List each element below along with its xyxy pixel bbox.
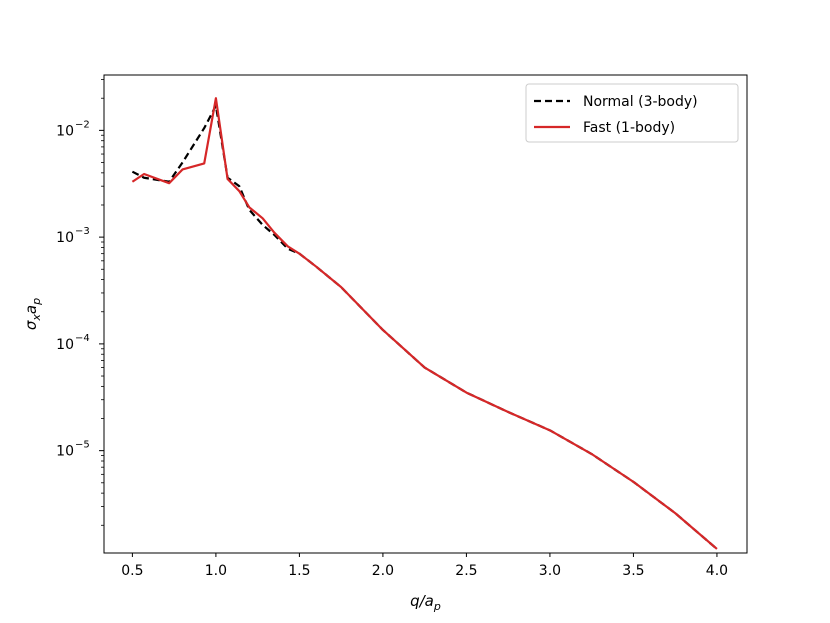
y-tick-label: 10 xyxy=(56,230,74,246)
x-tick-label: 4.0 xyxy=(706,563,728,579)
series-line-fast xyxy=(131,97,718,550)
y-tick-label-exponent: −3 xyxy=(75,226,90,237)
y-tick-label: 10 xyxy=(56,123,74,139)
y-tick-label-exponent: −5 xyxy=(75,440,90,451)
y-tick-label-exponent: −4 xyxy=(75,333,90,344)
x-tick-label: 3.0 xyxy=(539,563,561,579)
y-axis-label: σxap xyxy=(22,298,43,330)
axis-ticks: 0.5 1.0 1.5 2.0 2.5 3.0 3.5 4.010−510−410−310−2 xyxy=(56,79,728,579)
series-layer xyxy=(131,97,718,550)
x-tick-label: 3.5 xyxy=(622,563,644,579)
legend-box xyxy=(525,83,739,143)
legend-entry-label: Normal (3-body) xyxy=(583,94,698,110)
y-tick-label-exponent: −2 xyxy=(75,119,90,130)
y-tick-label: 10 xyxy=(56,444,74,460)
x-tick-label: 1.0 xyxy=(205,563,227,579)
x-axis-label: q/ap xyxy=(410,592,441,613)
axes-frame xyxy=(103,74,748,554)
x-tick-label: 1.5 xyxy=(288,563,310,579)
legend-entry-label: Fast (1-body) xyxy=(583,120,675,136)
legend: Normal (3-body) Fast (1-body) xyxy=(525,83,739,143)
series-line-normal xyxy=(131,104,718,550)
x-tick-label: 2.5 xyxy=(455,563,477,579)
x-tick-label: 0.5 xyxy=(121,563,143,579)
y-tick-label: 10 xyxy=(56,337,74,353)
x-tick-label: 2.0 xyxy=(372,563,394,579)
